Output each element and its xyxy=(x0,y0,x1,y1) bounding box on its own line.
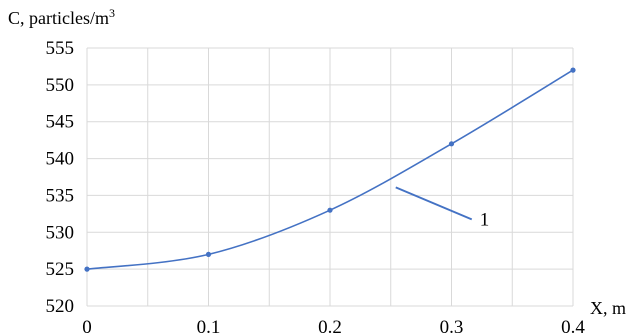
x-tick-label: 0.3 xyxy=(440,317,464,336)
y-tick-label: 555 xyxy=(46,38,75,59)
annotation-layer: 1 xyxy=(395,186,490,230)
data-point xyxy=(448,141,455,147)
series-layer xyxy=(84,67,576,272)
x-axis-tick-labels: 0 0.1 0.2 0.3 0.4 xyxy=(82,317,585,336)
y-tick-label: 545 xyxy=(46,112,75,133)
data-point xyxy=(570,67,576,73)
y-tick-label: 520 xyxy=(46,296,75,317)
x-tick-label: 0 xyxy=(82,317,92,336)
y-axis-label-text: C, particles/m xyxy=(8,8,109,28)
y-tick-label: 525 xyxy=(46,259,75,280)
annotation-label: 1 xyxy=(480,209,490,230)
x-tick-label: 0.2 xyxy=(318,317,342,336)
y-axis-label: C, particles/m3 xyxy=(8,6,115,28)
x-tick-label: 0.4 xyxy=(561,317,585,336)
x-axis-label: X, m xyxy=(590,298,626,318)
y-tick-label: 530 xyxy=(46,222,75,243)
y-tick-label: 535 xyxy=(46,185,75,206)
chart-grid xyxy=(86,47,574,307)
data-point xyxy=(84,266,90,272)
x-tick-label: 0.1 xyxy=(197,317,221,336)
y-tick-label: 550 xyxy=(46,75,75,96)
y-axis-tick-labels: 520 525 530 535 540 545 550 555 xyxy=(46,38,75,317)
data-point xyxy=(205,251,212,257)
annotation-leader-line-0 xyxy=(395,186,473,221)
data-point xyxy=(327,207,333,213)
y-tick-label: 540 xyxy=(46,149,75,170)
y-axis-label-superscript: 3 xyxy=(109,6,115,20)
